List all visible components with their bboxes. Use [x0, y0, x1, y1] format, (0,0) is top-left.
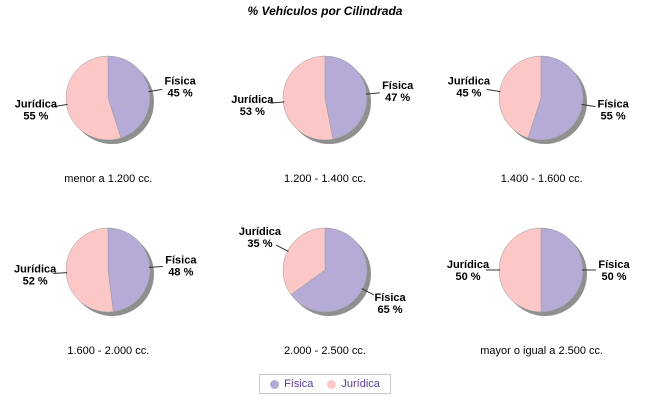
leader-line — [148, 88, 163, 93]
legend: Física Jurídica — [259, 374, 391, 394]
slice-name-label: Jurídica — [447, 259, 490, 271]
pie-category-label: 2.000 - 2.500 cc. — [284, 345, 366, 357]
slice-percent-label: 65 % — [377, 304, 402, 316]
slice-percent-label: 45 % — [168, 88, 193, 100]
pie-slice-jurídica — [499, 227, 542, 313]
legend-item-fisica: Física — [270, 378, 313, 390]
pie-cell-5: Física 65 % Jurídica 35 % 2.000 - 2.500 cc. — [217, 200, 434, 372]
slice-percent-label: 47 % — [385, 92, 410, 104]
leader-line — [53, 272, 68, 274]
slice-name-label: Física — [382, 80, 414, 92]
pie-cell-1: Física 45 % Jurídica 55 % menor a 1.200 cc. — [0, 28, 217, 200]
legend-marker-juridica-icon — [327, 379, 337, 389]
pie-category-label: menor a 1.200 cc. — [64, 173, 153, 185]
slice-name-label: Jurídica — [15, 98, 58, 110]
slice-percent-label: 53 % — [239, 106, 264, 118]
pie-cell-4: Física 48 % Jurídica 52 % 1.600 - 2.000 cc. — [0, 200, 217, 372]
slice-percent-label: 52 % — [23, 276, 48, 288]
slice-name-label: Jurídica — [231, 94, 274, 106]
slice-percent-label: 50 % — [456, 271, 481, 283]
legend-label-fisica: Física — [284, 378, 314, 390]
legend-label-juridica: Jurídica — [341, 378, 380, 390]
pie-grid: Física 45 % Jurídica 55 % menor a 1.200 cc.… — [0, 28, 650, 372]
leader-line — [486, 88, 501, 93]
pie-category-label: mayor o igual a 2.500 cc. — [480, 345, 604, 357]
slice-name-label: Física — [165, 76, 197, 88]
legend-container: Física Jurídica — [0, 374, 650, 394]
slice-percent-label: 55 % — [23, 110, 48, 122]
slice-percent-label: 45 % — [457, 88, 482, 100]
slice-name-label: Física — [165, 254, 197, 266]
leader-line — [148, 266, 163, 268]
pie-cell-3: Física 55 % Jurídica 45 % 1.400 - 1.600 cc. — [433, 28, 650, 200]
pie-cell-6: Física 50 % Jurídica 50 % mayor o igual a 2… — [433, 200, 650, 372]
leader-line — [269, 101, 284, 104]
slice-name-label: Física — [599, 259, 631, 271]
slice-name-label: Jurídica — [239, 226, 282, 238]
pie-category-label: 1.200 - 1.400 cc. — [284, 173, 366, 185]
legend-item-juridica: Jurídica — [327, 378, 380, 390]
leader-line — [581, 103, 596, 108]
leader-line — [360, 288, 374, 296]
slice-name-label: Física — [374, 292, 406, 304]
slice-percent-label: 35 % — [247, 238, 272, 250]
slice-name-label: Física — [598, 98, 630, 110]
pie-category-label: 1.600 - 2.000 cc. — [67, 345, 150, 357]
slice-percent-label: 50 % — [602, 271, 627, 283]
pie-slice-jurídica — [65, 227, 114, 313]
chart-title: % Vehículos por Cilindrada — [247, 4, 403, 18]
leader-line — [53, 103, 68, 108]
pie-cell-2: Física 47 % Jurídica 53 % 1.200 - 1.400 cc. — [217, 28, 434, 200]
pie-category-label: 1.400 - 1.600 cc. — [500, 173, 583, 185]
slice-percent-label: 48 % — [168, 266, 193, 278]
legend-marker-fisica-icon — [270, 379, 280, 389]
slice-percent-label: 55 % — [601, 110, 626, 122]
slice-name-label: Jurídica — [14, 264, 57, 276]
leader-line — [365, 92, 380, 95]
leader-line — [275, 244, 289, 252]
slice-name-label: Jurídica — [448, 76, 491, 88]
